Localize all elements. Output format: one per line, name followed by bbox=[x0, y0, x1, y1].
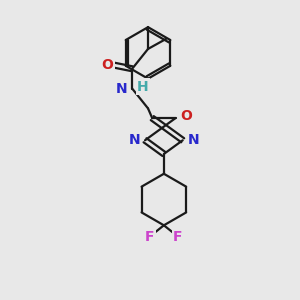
Text: O: O bbox=[101, 58, 113, 72]
Text: F: F bbox=[173, 230, 182, 244]
Text: F: F bbox=[145, 230, 155, 244]
Text: O: O bbox=[181, 109, 192, 123]
Text: N: N bbox=[188, 133, 199, 147]
Text: H: H bbox=[137, 80, 149, 94]
Text: N: N bbox=[128, 133, 140, 147]
Text: N: N bbox=[116, 82, 127, 96]
